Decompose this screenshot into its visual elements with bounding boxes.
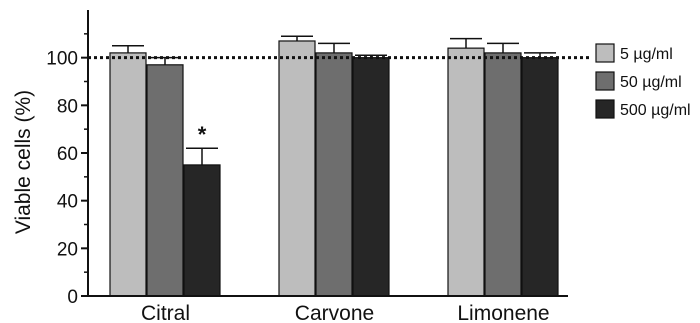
y-tick-label: 20 (57, 239, 78, 260)
bar (278, 40, 316, 297)
legend-swatch (595, 43, 615, 63)
significance-marker: * (198, 122, 207, 147)
y-tick-label: 100 (46, 49, 78, 70)
y-tick-label: 60 (57, 144, 78, 165)
axes-layer: Citral Carvone Limonene 0 20 40 60 80 100 (46, 10, 568, 323)
bar (146, 64, 184, 297)
legend: 5 µg/ml 50 µg/ml 500 µg/ml (595, 43, 691, 119)
bar (521, 57, 559, 297)
bar (109, 52, 147, 297)
legend-swatch (595, 71, 615, 91)
y-axis-title: Viable cells (%) (12, 90, 35, 234)
y-tick-label: 40 (57, 192, 78, 213)
error-bars-layer: * (112, 35, 556, 165)
bar (183, 164, 221, 297)
legend-swatch (595, 99, 615, 119)
y-tick-label: 0 (67, 287, 78, 308)
y-tick-label: 80 (57, 96, 78, 117)
legend-label: 5 µg/ml (620, 46, 673, 63)
bar (447, 47, 485, 297)
x-tick-label: Citral (141, 302, 190, 323)
legend-label: 50 µg/ml (620, 74, 682, 91)
x-tick-label: Carvone (295, 302, 374, 323)
bar (315, 52, 353, 297)
bar (484, 52, 522, 297)
x-tick-label: Limonene (457, 302, 549, 323)
legend-label: 500 µg/ml (620, 102, 691, 119)
bars-layer (109, 40, 559, 297)
bar (352, 57, 390, 297)
